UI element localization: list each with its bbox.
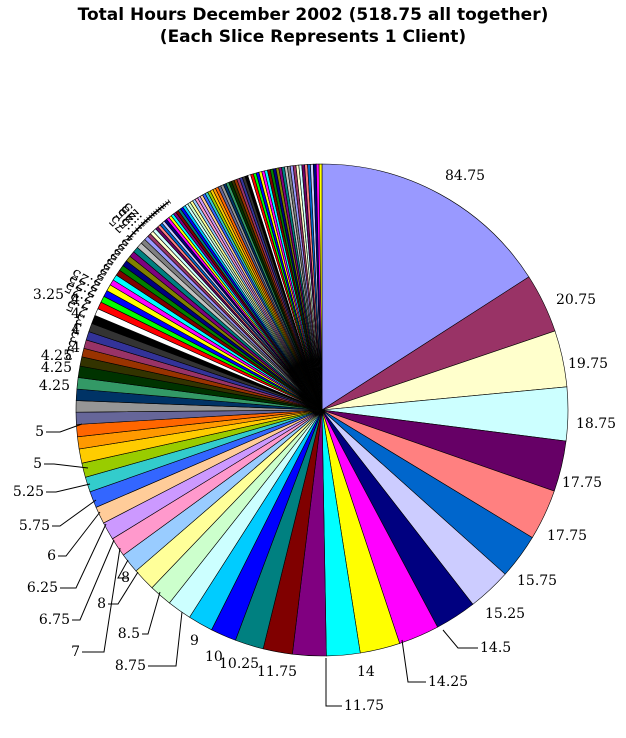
slice-label: 5 [35, 424, 44, 440]
leader-lines [44, 423, 478, 707]
slice-label: 6.75 [39, 612, 70, 628]
slice-label: 84.75 [445, 168, 485, 184]
slice-label: 11.75 [257, 664, 297, 680]
slice-label: 3 [64, 345, 76, 363]
slice-label: 7 [71, 644, 80, 660]
leader-line [58, 511, 101, 557]
leader-line [117, 559, 129, 579]
slice-label: 18.75 [576, 416, 616, 432]
slice-label: 10.25 [219, 656, 259, 672]
leader-line [46, 423, 83, 433]
leader-line [52, 499, 97, 527]
slice-label: 20.75 [556, 292, 596, 308]
leader-line [442, 629, 478, 649]
chart-title-block: Total Hours December 2002 (518.75 all to… [0, 4, 626, 48]
slice-label: 8 [97, 596, 106, 612]
slice-label: 6 [47, 548, 56, 564]
leader-line [325, 658, 342, 707]
slice-label: 10 [205, 649, 223, 665]
chart-subtitle: (Each Slice Represents 1 Client) [159, 27, 467, 47]
leader-line [401, 639, 426, 683]
slice-label: 5 [33, 456, 42, 472]
slice-label: 4.25 [41, 360, 72, 376]
leader-line [60, 523, 107, 589]
pie-slices [75, 163, 569, 657]
slice-label: 3 [65, 336, 78, 354]
slice-label: 8 [121, 570, 130, 586]
slice-label: 4 [71, 340, 80, 356]
pie-slice [321, 163, 530, 411]
pie-slice [318, 163, 323, 411]
slice-label: 4 [71, 292, 80, 308]
leader-line [148, 611, 183, 667]
slice-label: 14.5 [480, 640, 511, 656]
slice-label: 14 [357, 664, 375, 680]
slice-label: 17.75 [547, 528, 587, 544]
leader-line [72, 539, 115, 621]
slice-label: 1 [157, 195, 175, 212]
slice-label: 15.25 [485, 606, 525, 622]
slice-label: 19.75 [568, 356, 608, 372]
slice-label: 6.25 [27, 580, 58, 596]
slice-label: 4 [71, 306, 80, 322]
slice-label: 4.25 [41, 348, 72, 364]
slice-label: 4 [71, 322, 80, 338]
slice-label: 11.75 [344, 698, 384, 714]
slice-label: 9 [190, 633, 199, 649]
slice-label: 5.25 [13, 484, 44, 500]
slice-label: 3.25 [33, 287, 64, 303]
slice-labels: 84.7520.7519.7518.7517.7517.7515.7515.25… [13, 168, 616, 714]
slice-label: 8.5 [118, 626, 140, 642]
chart-title: Total Hours December 2002 (518.75 all to… [77, 5, 549, 25]
slice-label: 8.75 [115, 658, 146, 674]
slice-label: 5.75 [19, 518, 50, 534]
leader-line [82, 547, 121, 653]
slice-label: 4.25 [39, 378, 70, 394]
slice-label: 15.75 [517, 573, 557, 589]
leader-line [46, 483, 91, 493]
slice-label: 17.75 [562, 475, 602, 491]
leader-line [44, 463, 89, 469]
leader-line [142, 591, 161, 635]
slice-label: 14.25 [428, 674, 468, 690]
